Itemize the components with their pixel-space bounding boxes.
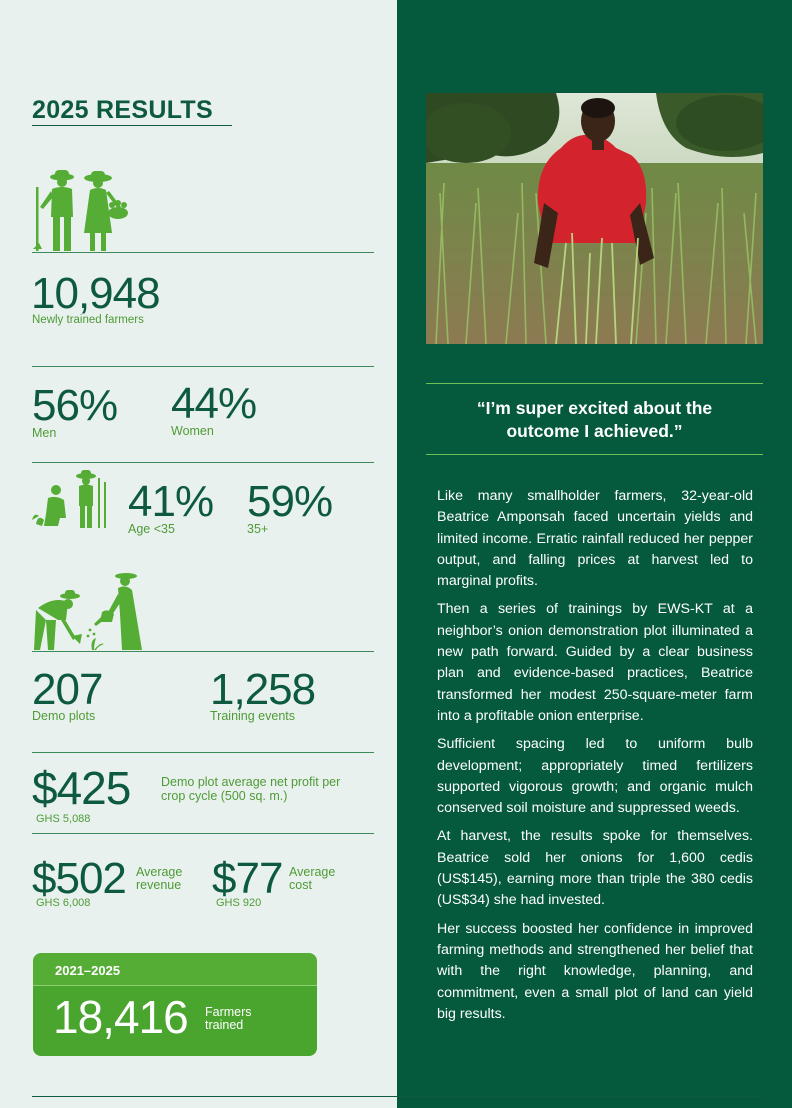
title-underline bbox=[32, 125, 232, 126]
story-paragraph: Then a series of trainings by EWS-KT at … bbox=[437, 601, 753, 724]
average-revenue-label-1: Average bbox=[136, 865, 183, 879]
cumulative-farmers-label-2: trained bbox=[205, 1018, 244, 1032]
average-revenue-label-2: revenue bbox=[136, 878, 182, 892]
divider bbox=[32, 366, 374, 367]
pull-quote: “I’m super excited about the outcome I a… bbox=[426, 397, 763, 443]
net-profit-value: $425 bbox=[32, 762, 131, 814]
training-events-value: 1,258 bbox=[210, 665, 316, 714]
gardening-farmers-icon bbox=[34, 573, 142, 650]
divider bbox=[32, 752, 374, 753]
demo-plots-label: Demo plots bbox=[32, 709, 96, 723]
cumulative-farmers-label-1: Farmers bbox=[205, 1005, 252, 1019]
story-paragraph: Her success boosted her confidence in im… bbox=[437, 920, 753, 1022]
women-label: Women bbox=[171, 424, 214, 438]
divider bbox=[32, 651, 374, 652]
training-events-label: Training events bbox=[210, 709, 295, 723]
average-cost-label-1: Average bbox=[289, 865, 336, 879]
divider bbox=[32, 462, 374, 463]
women-percent-value: 44% bbox=[171, 379, 257, 428]
average-cost-value: $77 bbox=[212, 854, 283, 903]
divider bbox=[32, 833, 374, 834]
men-percent-value: 56% bbox=[32, 381, 118, 430]
men-label: Men bbox=[32, 426, 57, 440]
net-profit-label: Demo plot average net profit per crop cy… bbox=[161, 775, 341, 804]
average-cost-ghs: GHS 920 bbox=[216, 897, 262, 909]
page-bottom-rule bbox=[32, 1096, 762, 1097]
story-paragraph: At harvest, the results spoke for themse… bbox=[437, 828, 753, 909]
average-revenue-value: $502 bbox=[32, 854, 127, 903]
cumulative-farmers-value: 18,416 bbox=[53, 991, 189, 1043]
quote-bottom-rule bbox=[426, 454, 763, 455]
pull-quote-line-1: “I’m super excited about the bbox=[476, 398, 713, 418]
farmers-couple-icon bbox=[33, 170, 128, 251]
newly-trained-farmers-value: 10,948 bbox=[31, 269, 161, 318]
age-under-35-label: Age <35 bbox=[128, 522, 175, 536]
cumulative-inner: 18,416 Farmers trained bbox=[33, 985, 317, 1056]
net-profit-ghs: GHS 5,088 bbox=[36, 813, 91, 825]
quote-top-rule bbox=[426, 383, 763, 384]
average-revenue-ghs: GHS 6,008 bbox=[36, 897, 91, 909]
story-paragraph: Sufficient spacing led to uniform bulb d… bbox=[437, 736, 753, 817]
young-farmers-icon bbox=[32, 470, 106, 528]
story-text: Like many smallholder farmers, 32-year-o… bbox=[437, 486, 753, 1032]
newly-trained-farmers-label: Newly trained farmers bbox=[32, 314, 144, 326]
age-35-plus-value: 59% bbox=[247, 477, 333, 526]
demo-plots-value: 207 bbox=[32, 665, 103, 714]
age-35-plus-label: 35+ bbox=[247, 522, 269, 536]
age-under-35-value: 41% bbox=[128, 477, 214, 526]
section-title: 2025 RESULTS bbox=[32, 96, 213, 124]
story-paragraph: Like many smallholder farmers, 32-year-o… bbox=[437, 488, 753, 590]
cumulative-farmers-box: 2021–2025 18,416 Farmers trained bbox=[33, 953, 317, 1056]
cumulative-years: 2021–2025 bbox=[55, 963, 121, 978]
pull-quote-line-2: outcome I achieved.” bbox=[506, 420, 683, 441]
divider bbox=[32, 252, 374, 253]
farmer-photo bbox=[426, 93, 763, 344]
average-cost-label-2: cost bbox=[289, 878, 312, 892]
